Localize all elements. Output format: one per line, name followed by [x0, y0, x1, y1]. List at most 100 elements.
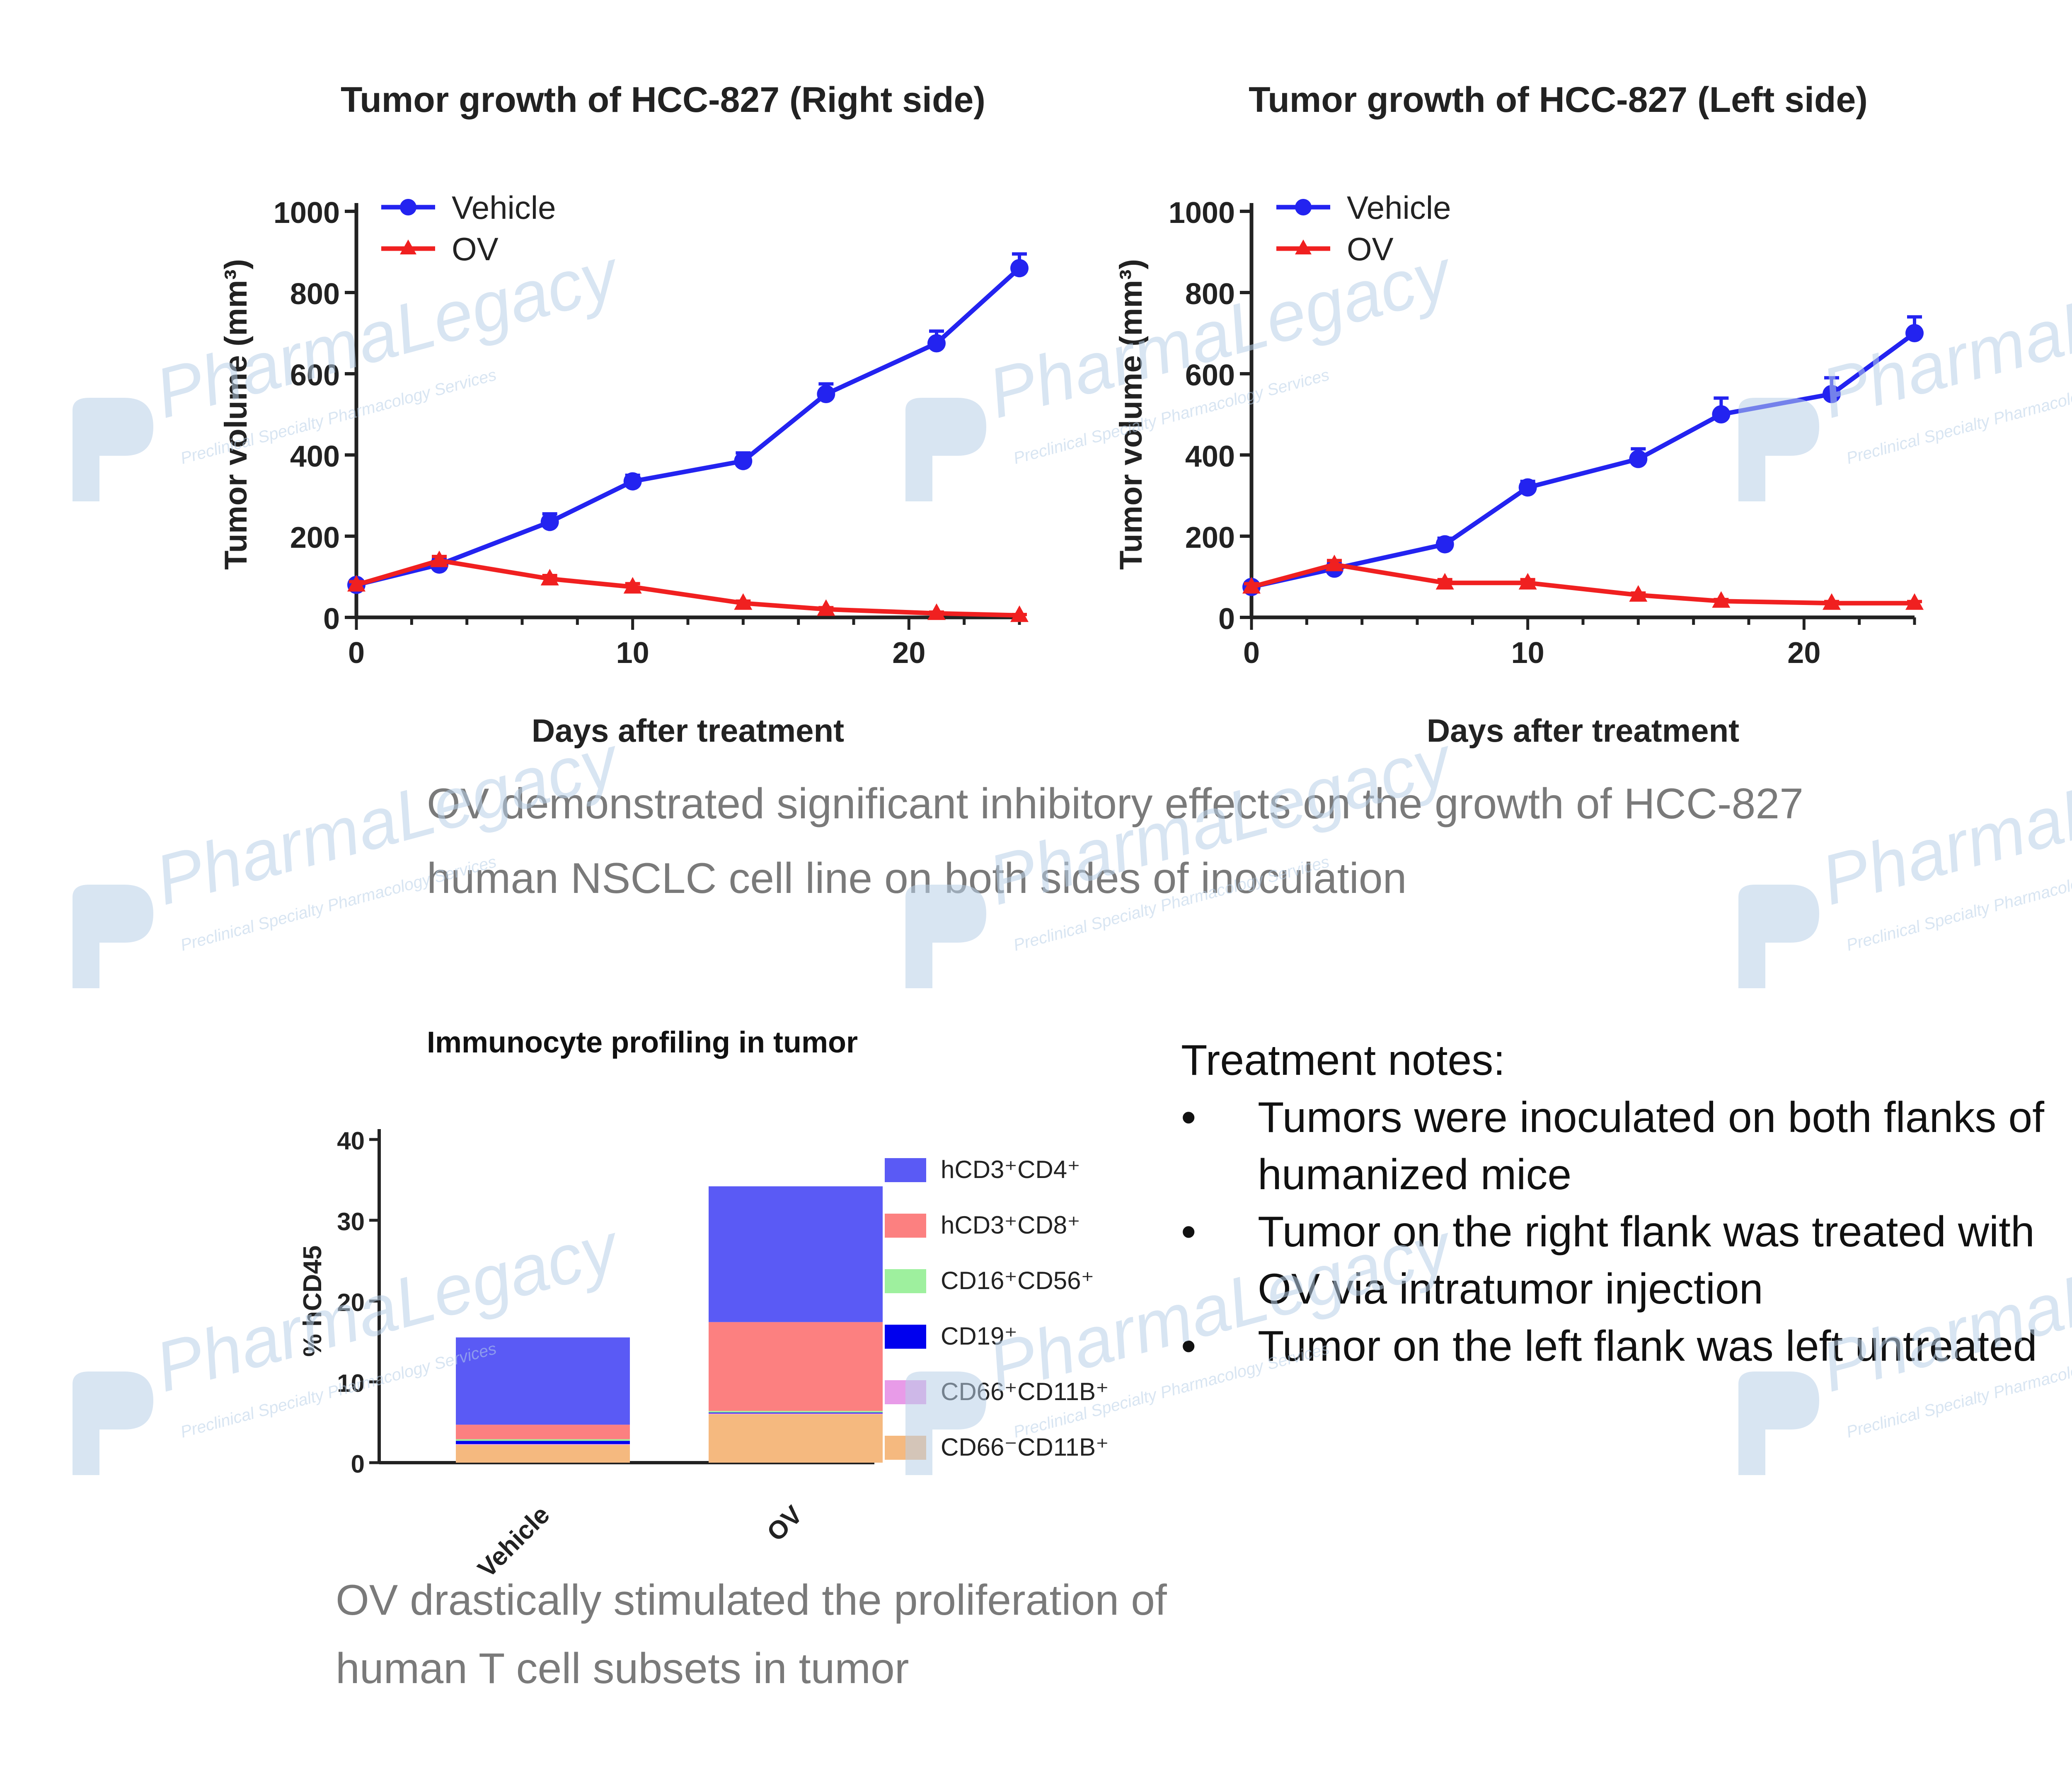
- bullet-icon: •: [1181, 1208, 1196, 1256]
- y-tick-label: 10: [337, 1369, 365, 1397]
- legend-label: hCD3⁺CD8⁺: [941, 1211, 1080, 1239]
- legend-swatch: [885, 1325, 926, 1349]
- bullet-icon: •: [1181, 1093, 1196, 1142]
- data-point: [1712, 405, 1731, 423]
- y-tick-label: 200: [1185, 521, 1235, 554]
- y-axis-label: Tumor volume (mm³): [1113, 259, 1149, 570]
- x-tick-label: OV: [762, 1500, 808, 1547]
- legend-label: Vehicle: [452, 189, 556, 226]
- data-point: [540, 513, 559, 531]
- treatment-notes: Treatment notes: • Tumors were inoculated…: [1181, 1032, 2051, 1375]
- data-point: [1712, 591, 1731, 608]
- data-point: [1629, 585, 1648, 602]
- data-point: [734, 452, 753, 470]
- y-tick-label: 800: [1185, 278, 1235, 311]
- y-axis-label: Tumor volume (mm³): [218, 259, 254, 570]
- data-point: [927, 603, 946, 620]
- pharmalegacy-logo-icon: [1738, 1372, 1819, 1475]
- line-chart-svg: Tumor growth of HCC-827 (Left side)02004…: [1113, 80, 1924, 749]
- treatment-note-text: Tumor on the right flank was treated wit…: [1258, 1208, 2035, 1313]
- immunocyte-profiling-chart: Immunocyte profiling in tumor 0 10 20 30 40 % …: [282, 1015, 1173, 1583]
- chart-title: Tumor growth of HCC-827 (Right side): [341, 80, 985, 120]
- data-point: [1629, 450, 1648, 468]
- y-tick-label: 30: [337, 1208, 365, 1236]
- legend-label: CD19⁺: [941, 1322, 1017, 1350]
- treatment-note-item: • Tumors were inoculated on both flanks o…: [1181, 1089, 2051, 1203]
- pharmalegacy-logo-icon: [73, 398, 153, 501]
- treatment-note-item: • Tumor on the left flank was left untrea…: [1181, 1318, 2051, 1375]
- y-tick-label: 400: [290, 440, 340, 473]
- data-point: [1905, 324, 1924, 342]
- data-point: [1010, 605, 1029, 622]
- x-axis-label: Days after treatment: [1427, 712, 1739, 749]
- data-point: [1518, 573, 1537, 590]
- line-chart-svg: Tumor growth of HCC-827 (Right side) 0 200…: [218, 80, 1029, 749]
- growth-caption: OV demonstrated significant inhibitory e…: [427, 780, 1804, 902]
- x-tick-label: 20: [892, 636, 925, 670]
- y-tick-label: 40: [337, 1127, 365, 1155]
- legend-label: CD66⁻CD11B⁺: [941, 1433, 1109, 1461]
- data-point: [817, 385, 835, 403]
- bar-chart-svg: Immunocyte profiling in tumor 0 10 20 30 40 % …: [298, 1026, 1109, 1583]
- legend-swatch: [885, 1436, 926, 1460]
- bar-segment: [456, 1444, 630, 1445]
- data-point: [623, 472, 642, 491]
- y-tick-label: 1000: [1169, 196, 1235, 230]
- data-point: [430, 550, 448, 567]
- y-tick-label: 800: [290, 278, 340, 311]
- data-point: [1325, 554, 1343, 571]
- bar-segment: [709, 1413, 883, 1414]
- series-line: [1251, 331, 1916, 589]
- legend-label: CD16⁺CD56⁺: [941, 1267, 1094, 1294]
- bar-segment: [709, 1411, 883, 1413]
- series-line: [356, 266, 1021, 587]
- legend-label: OV: [1347, 231, 1394, 267]
- series-line: [356, 558, 1020, 618]
- pharmalegacy-logo-icon: [73, 1372, 153, 1475]
- data-point: [347, 575, 366, 592]
- y-axis-label: % hCD45: [298, 1246, 327, 1357]
- legend-marker: [1295, 239, 1312, 254]
- chart-title: Tumor growth of HCC-827 (Left side): [1249, 80, 1868, 120]
- legend-marker: [1295, 199, 1312, 215]
- x-tick-label: 10: [616, 636, 649, 670]
- y-tick-label: 600: [290, 359, 340, 392]
- data-point: [1823, 385, 1841, 403]
- tumor-growth-left-chart: Tumor growth of HCC-827 (Left side) 0 200 4…: [1094, 66, 2006, 771]
- pharmalegacy-logo-icon: [73, 885, 153, 988]
- bar-segment: [456, 1337, 630, 1425]
- treatment-notes-title: Treatment notes:: [1181, 1036, 1506, 1084]
- watermark-tagline: Preclinical Specialty Pharmacology Servi…: [1844, 853, 2072, 955]
- y-tick-label: 200: [290, 521, 340, 554]
- treatment-note-item: • Tumor on the right flank was treated wi…: [1181, 1203, 2051, 1318]
- legend-label: CD66⁺CD11B⁺: [941, 1378, 1109, 1405]
- treatment-note-text: Tumors were inoculated on both flanks of…: [1258, 1093, 2045, 1199]
- data-point: [540, 568, 559, 585]
- legend-swatch: [885, 1269, 926, 1293]
- data-point: [623, 577, 642, 594]
- legend-marker: [400, 199, 416, 215]
- y-tick-label: 0: [1218, 602, 1235, 636]
- y-tick-label: 0: [351, 1450, 365, 1478]
- bar-segment: [456, 1425, 630, 1439]
- legend-swatch: [885, 1380, 926, 1404]
- data-point: [927, 334, 946, 353]
- tumor-growth-right-chart: Tumor growth of HCC-827 (Right side) 0 200…: [199, 66, 1111, 771]
- legend-swatch: [885, 1214, 926, 1238]
- data-point: [1905, 593, 1924, 610]
- bar-segment: [456, 1439, 630, 1441]
- legend-label: hCD3⁺CD4⁺: [941, 1156, 1080, 1183]
- x-tick-label: 0: [348, 636, 365, 670]
- bar-segment: [709, 1322, 883, 1411]
- data-point: [1823, 593, 1841, 610]
- bar-segment: [709, 1414, 883, 1463]
- y-tick-label: 20: [337, 1289, 365, 1316]
- data-point: [1518, 478, 1537, 497]
- treatment-note-text: Tumor on the left flank was left untreat…: [1258, 1322, 2037, 1370]
- chart-title: Immunocyte profiling in tumor: [427, 1026, 858, 1059]
- y-tick-label: 1000: [274, 196, 340, 230]
- x-tick-label: 20: [1787, 636, 1820, 670]
- data-point: [734, 593, 753, 610]
- data-point: [1242, 577, 1261, 594]
- treatment-notes-list: • Tumors were inoculated on both flanks o…: [1181, 1089, 2051, 1375]
